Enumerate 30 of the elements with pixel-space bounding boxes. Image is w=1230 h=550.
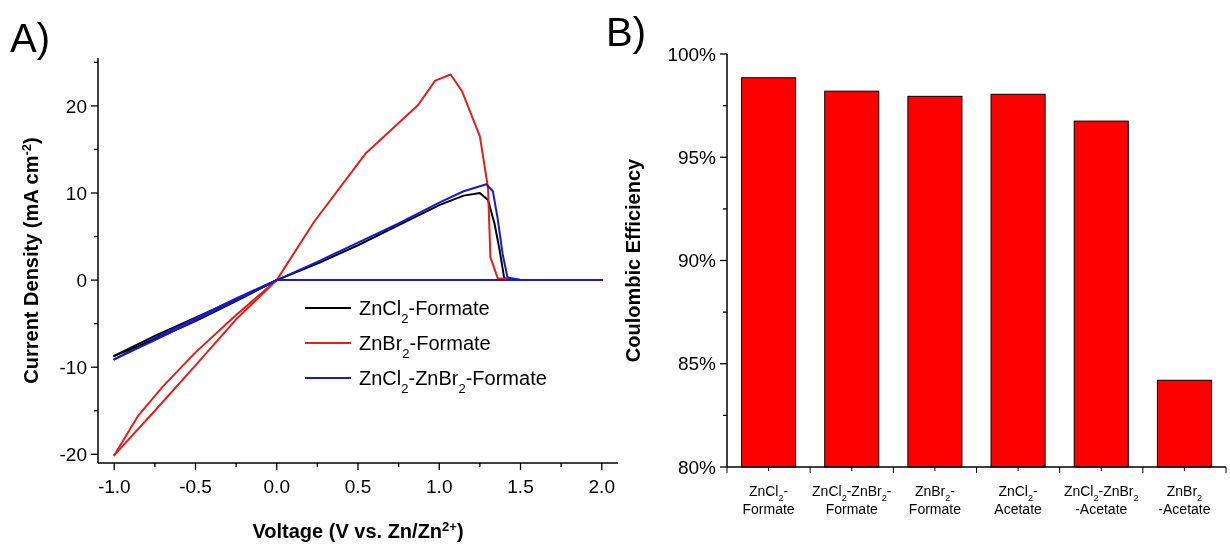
x-tick-label: 0.0 xyxy=(263,476,290,497)
x-tick-label: ZnCl$_{2}$-ZnBr$_{2}$ -Acetate xyxy=(1063,483,1139,517)
y-axis-title: Coulombic Efficiency xyxy=(622,157,644,363)
y-tick-label: 10 xyxy=(65,182,87,204)
y-tick-label: 0 xyxy=(76,269,87,291)
y-tick-label: 80% xyxy=(677,456,717,478)
y-tick-label: 85% xyxy=(677,353,717,375)
legend-label: ZnBr$_{2}$-Formate xyxy=(359,332,491,361)
x-tick-label: 0.5 xyxy=(344,476,372,497)
x-tick-label: -1.0 xyxy=(97,476,131,497)
x-tick-label: ZnCl$_{2}$- Formate xyxy=(742,483,795,517)
y-tick-label: 100% xyxy=(667,43,717,65)
x-tick-label: ZnBr$_{2}$ -Acetate xyxy=(1158,483,1211,517)
chart-title: A) xyxy=(10,16,50,60)
x-tick-label: 1.0 xyxy=(426,476,453,497)
y-tick-label: -10 xyxy=(59,356,87,378)
x-tick-label: ZnBr$_{2}$- Formate xyxy=(908,483,962,517)
x-axis-title: Voltage (V vs. Zn/Zn$^{2+}$) xyxy=(252,518,464,542)
x-tick-label: 2.0 xyxy=(588,476,615,497)
chart-title: B) xyxy=(606,10,646,54)
x-tick-label: ZnCl$_{2}$- Acetate xyxy=(994,483,1043,517)
x-tick-label: -0.5 xyxy=(179,476,212,497)
y-tick-label: 90% xyxy=(677,250,717,272)
x-tick-label: 1.5 xyxy=(507,476,534,497)
y-tick-label: 95% xyxy=(677,146,717,168)
x-tick-label: ZnCl$_{2}$-ZnBr$_{2}$- Formate xyxy=(812,483,892,517)
legend-label: ZnCl$_{2}$-Formate xyxy=(359,297,490,326)
y-tick-label: -20 xyxy=(59,443,87,465)
y-tick-label: 20 xyxy=(65,95,87,117)
legend-label: ZnCl$_{2}$-ZnBr$_{2}$-Formate xyxy=(359,367,547,396)
